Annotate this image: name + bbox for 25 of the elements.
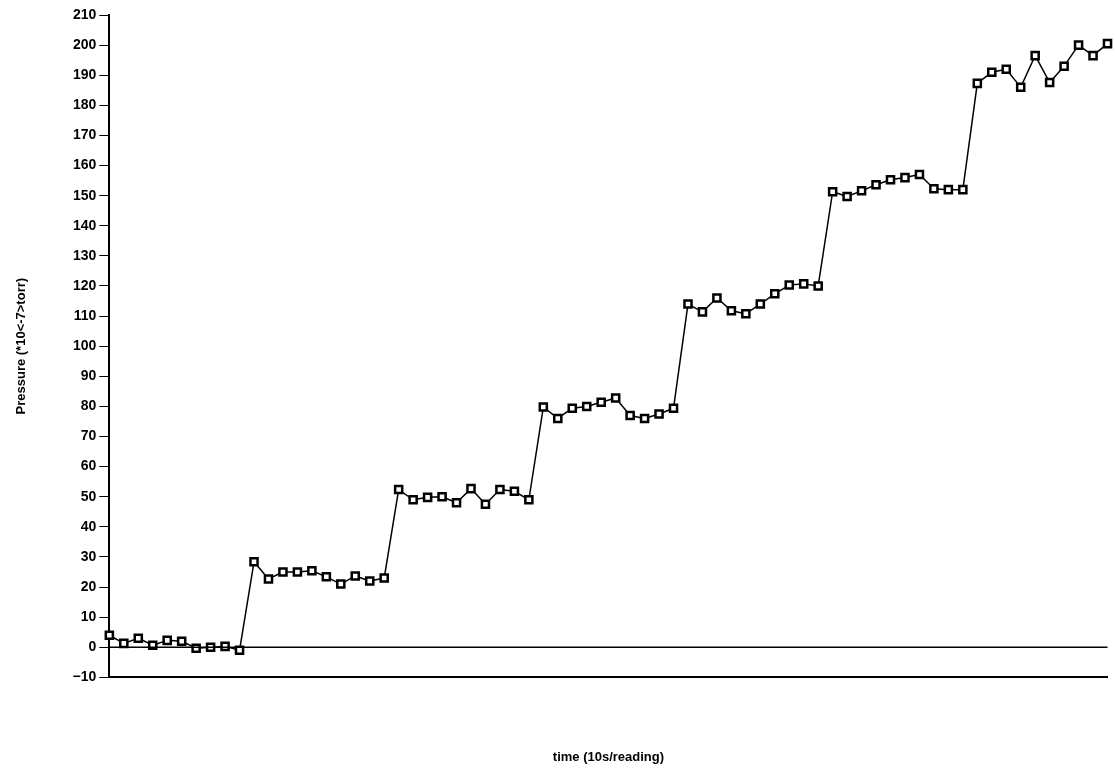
y-tick-label: 180 [72, 96, 97, 113]
y-tick-label: 10 [80, 608, 97, 625]
y-tick-label: 30 [80, 547, 97, 564]
y-tick-label: 20 [80, 577, 97, 594]
y-tick-label: 60 [80, 457, 97, 474]
y-tick-label: 110 [73, 306, 97, 323]
y-axis-title: Pressure (*10<-7>torr) [13, 277, 29, 415]
x-axis-title: time (10s/reading) [552, 748, 665, 764]
y-tick-label: 150 [72, 186, 97, 203]
y-tick-label: 80 [80, 397, 97, 414]
y-tick-label: 40 [80, 517, 97, 534]
y-tick-label: 70 [80, 427, 97, 444]
y-tick-label: 130 [72, 246, 97, 263]
y-tick-label: 210 [72, 5, 97, 22]
y-tick-label: 0 [88, 638, 97, 655]
y-tick-label: 120 [72, 276, 97, 293]
y-tick-label: 50 [80, 487, 97, 504]
y-tick-label: 90 [80, 367, 97, 384]
y-tick-label: 100 [72, 337, 97, 354]
y-tick-label: 190 [72, 66, 97, 83]
y-tick-label: 200 [72, 35, 97, 52]
y-tick-label: 170 [72, 126, 97, 143]
y-tick-label: 140 [72, 216, 97, 233]
y-tick-label: −10 [72, 668, 97, 685]
y-tick-label: 160 [72, 156, 97, 173]
